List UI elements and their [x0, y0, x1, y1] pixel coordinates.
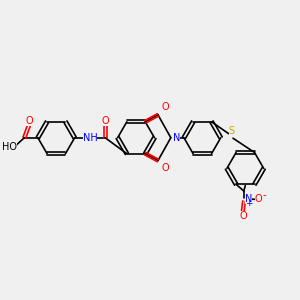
Text: O: O: [162, 102, 169, 112]
Text: O: O: [255, 194, 262, 204]
Text: S: S: [229, 126, 235, 136]
Text: +: +: [245, 199, 253, 208]
Text: O: O: [26, 116, 33, 126]
Text: O: O: [162, 164, 169, 173]
Text: O: O: [101, 116, 109, 125]
Text: NH: NH: [82, 133, 97, 143]
Text: HO: HO: [2, 142, 16, 152]
Text: -: -: [262, 190, 266, 200]
Text: O: O: [239, 211, 247, 221]
Text: N: N: [245, 194, 252, 204]
Text: N: N: [172, 133, 180, 143]
